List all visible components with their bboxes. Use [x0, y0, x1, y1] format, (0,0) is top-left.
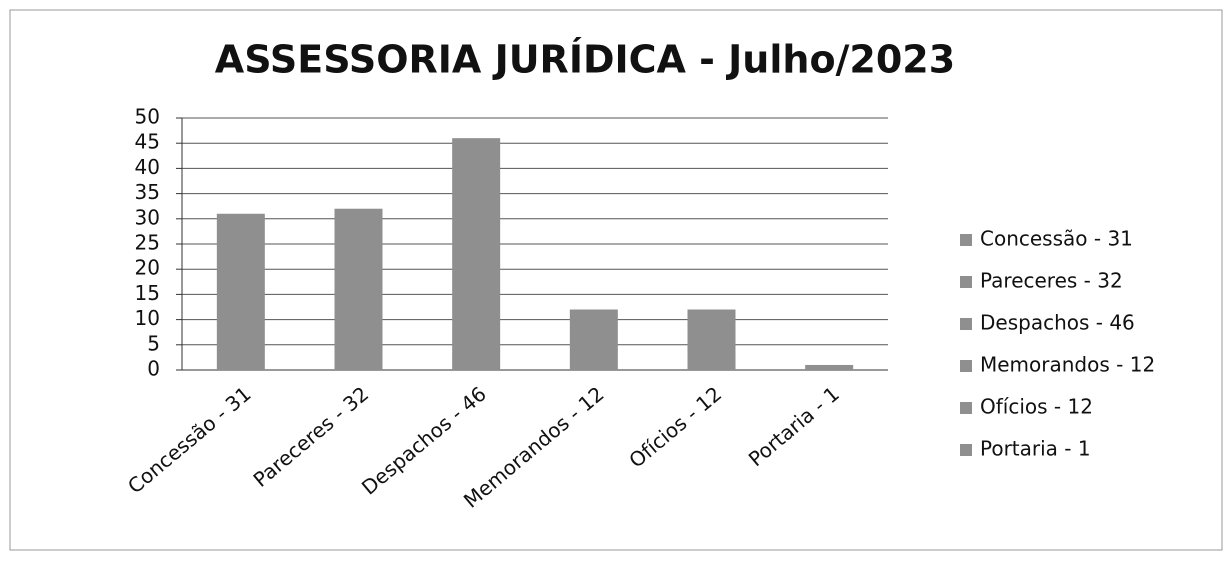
- bar: [452, 138, 501, 370]
- bar: [805, 364, 854, 370]
- legend-label: Concessão - 31: [980, 227, 1133, 251]
- legend-swatch: [960, 318, 972, 330]
- y-tick-label: 15: [135, 281, 160, 305]
- bar: [687, 309, 736, 370]
- legend-label: Memorandos - 12: [980, 353, 1155, 377]
- bar: [216, 213, 265, 370]
- legend-swatch: [960, 276, 972, 288]
- chart-title: ASSESSORIA JURÍDICA - Julho/2023: [215, 38, 955, 82]
- y-tick-label: 50: [135, 105, 160, 129]
- y-tick-label: 45: [135, 130, 160, 154]
- y-tick-label: 0: [147, 357, 160, 381]
- legend-label: Pareceres - 32: [980, 269, 1123, 293]
- y-tick-label: 35: [135, 180, 160, 204]
- legend-swatch: [960, 234, 972, 246]
- y-tick-label: 20: [135, 256, 160, 280]
- y-tick-label: 30: [135, 205, 160, 229]
- y-tick-label: 25: [135, 231, 160, 255]
- y-tick-label: 10: [135, 306, 160, 330]
- y-tick-label: 5: [147, 331, 160, 355]
- legend-swatch: [960, 360, 972, 372]
- legend-label: Portaria - 1: [980, 437, 1091, 461]
- bar: [569, 309, 618, 370]
- legend-swatch: [960, 444, 972, 456]
- bar: [334, 208, 383, 370]
- legend-swatch: [960, 402, 972, 414]
- legend-label: Ofícios - 12: [980, 395, 1093, 419]
- legend-label: Despachos - 46: [980, 311, 1135, 335]
- y-tick-label: 40: [135, 155, 160, 179]
- chart-frame: [9, 9, 1223, 551]
